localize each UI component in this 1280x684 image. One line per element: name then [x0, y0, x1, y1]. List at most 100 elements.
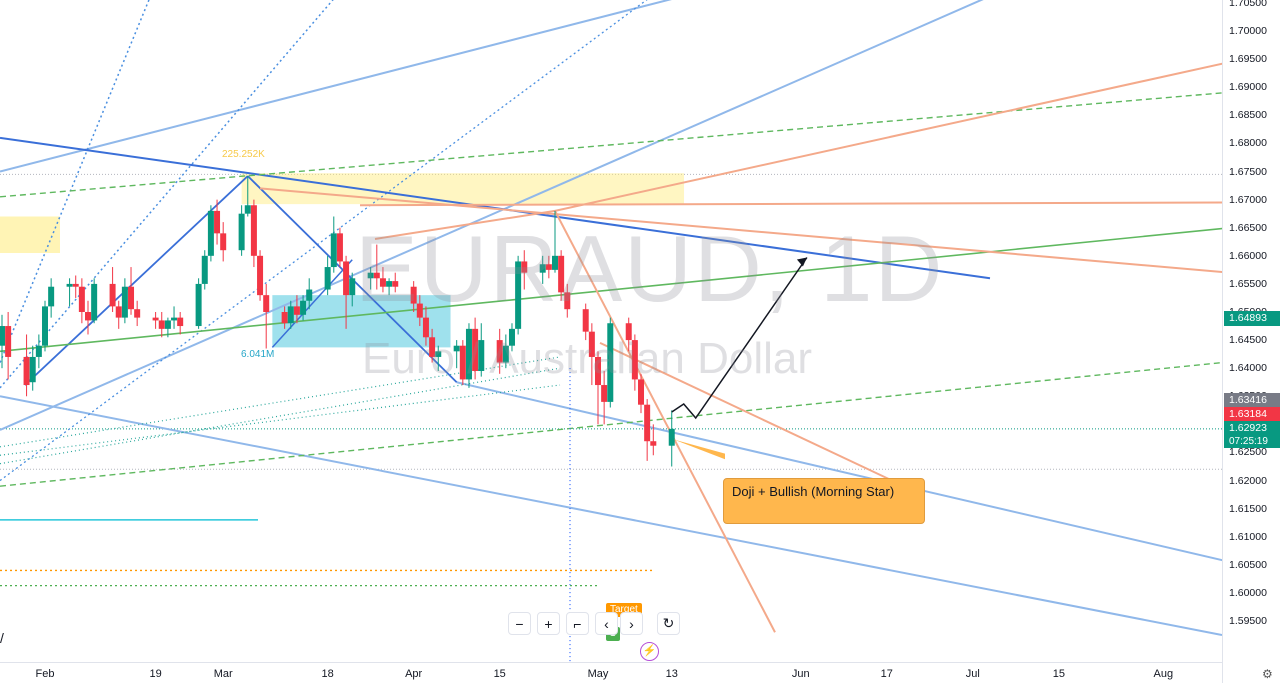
candle: [109, 283, 116, 307]
settings-icon[interactable]: ⚙: [1262, 667, 1273, 681]
candle: [263, 295, 270, 312]
price-tick: 1.59500: [1229, 615, 1267, 627]
candle: [29, 356, 36, 383]
candle: [367, 272, 374, 279]
candle: [336, 233, 343, 262]
dotted-line: [0, 367, 561, 465]
price-tick: 1.64500: [1229, 334, 1267, 347]
channel-line: [0, 0, 984, 431]
candle: [515, 261, 522, 329]
candle: [35, 345, 42, 357]
candle: [668, 428, 675, 446]
supply-zone: [241, 173, 685, 205]
time-tick: Jun: [791, 668, 810, 680]
candle: [631, 340, 638, 380]
candle: [121, 286, 128, 318]
time-tick: Apr: [405, 668, 423, 680]
zoom-in-button[interactable]: +: [537, 612, 560, 635]
candle: [164, 320, 171, 329]
price-tick: 1.61500: [1229, 502, 1267, 515]
price-tick: 1.69000: [1229, 81, 1267, 94]
candle: [564, 292, 571, 310]
candle: [287, 306, 294, 324]
candle: [551, 255, 558, 270]
price-axis[interactable]: 1.70500 1.70000 1.69500 1.69000 1.68500 1.680…: [1222, 0, 1280, 683]
candle: [158, 320, 165, 329]
candle: [478, 340, 485, 371]
candle: [220, 233, 227, 251]
candle: [465, 328, 472, 380]
time-tick: 19: [149, 668, 162, 680]
price-tick: 1.61000: [1229, 530, 1267, 543]
candle: [5, 326, 12, 357]
candle: [128, 286, 135, 310]
candle: [238, 213, 245, 251]
time-tick: 17: [880, 668, 893, 680]
price-tick: 1.62000: [1229, 474, 1267, 487]
countdown-label: 07:25:19: [1229, 435, 1268, 447]
lightning-icon[interactable]: ⚡: [640, 642, 659, 661]
refresh-button[interactable]: ↻: [657, 612, 680, 635]
corner-mark: /: [0, 630, 4, 646]
chart-toolbar: − + ⌐ ‹ › ↻: [508, 612, 680, 636]
chart-area[interactable]: EURAUD, 1D Euro / Australian Dollar 225.…: [0, 0, 1222, 662]
annotation-callout[interactable]: Doji + Bullish (Morning Star): [723, 478, 925, 524]
candle: [195, 283, 202, 327]
watermark-name: Euro / Australian Dollar: [362, 334, 812, 383]
candle: [171, 317, 178, 321]
candle: [459, 345, 466, 380]
time-tick: Feb: [35, 668, 55, 680]
projection-arrow: [671, 257, 808, 420]
candle: [330, 233, 337, 268]
dotted-line: [0, 384, 561, 456]
candle: [508, 328, 515, 346]
trend-line: [271, 259, 353, 348]
watermark-symbol: EURAUD, 1D: [355, 216, 945, 321]
candle: [582, 309, 589, 332]
candle: [257, 255, 264, 296]
scroll-right-button[interactable]: ›: [620, 612, 643, 635]
chart-svg: [0, 0, 1222, 662]
arrow-head: [796, 257, 807, 267]
candle: [324, 267, 331, 290]
candle: [250, 205, 257, 256]
candle: [416, 303, 423, 318]
resistance-line: [554, 210, 776, 633]
time-tick: May: [587, 668, 609, 680]
candle: [545, 264, 552, 270]
scroll-group: ‹ ›: [595, 612, 643, 636]
candle: [343, 261, 350, 296]
candle: [177, 317, 184, 327]
time-axis[interactable]: Feb 19 Mar 18 Apr 15 May 13 Jun 17 Jul 15 Aug: [0, 662, 1222, 684]
candle: [152, 317, 159, 321]
trend-line: [24, 175, 249, 386]
candle: [0, 326, 5, 346]
zoom-out-button[interactable]: −: [508, 612, 531, 635]
candle: [392, 281, 399, 287]
candle: [373, 272, 380, 279]
price-tick: 1.64000: [1229, 362, 1267, 375]
reset-scale-button[interactable]: ⌐: [566, 612, 589, 635]
candle: [625, 323, 632, 341]
resistance-line: [359, 201, 1222, 207]
price-tick: 1.68000: [1229, 137, 1267, 150]
candle: [422, 317, 429, 338]
candle: [214, 210, 221, 234]
price-tick: 1.68500: [1229, 109, 1267, 122]
scroll-left-button[interactable]: ‹: [595, 612, 618, 635]
candle: [472, 328, 479, 371]
price-tick: 1.60000: [1229, 586, 1267, 599]
price-tick: 1.69500: [1229, 53, 1267, 66]
fib-line: [0, 0, 334, 389]
trend-line: [0, 92, 1222, 198]
candle: [48, 286, 55, 307]
candle: [300, 300, 307, 315]
candle: [91, 283, 98, 321]
volume-label: 225.252K: [222, 148, 265, 160]
time-tick: Aug: [1153, 668, 1174, 680]
candle: [607, 323, 614, 402]
candle: [66, 283, 73, 287]
candle: [650, 441, 657, 446]
time-tick: 18: [321, 668, 334, 680]
time-tick: 15: [1052, 668, 1065, 680]
